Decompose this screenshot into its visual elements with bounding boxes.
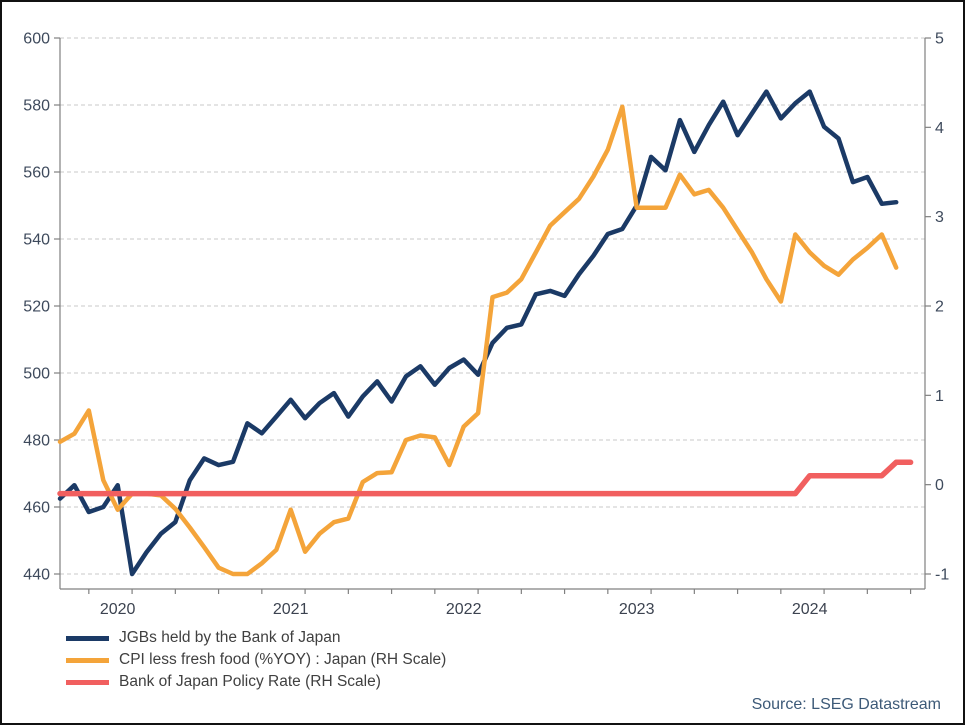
- left-tick-label: 560: [23, 165, 50, 182]
- right-tick-label: 4: [935, 120, 944, 137]
- right-tick-label: -1: [935, 567, 949, 584]
- legend-label-jgb: JGBs held by the Bank of Japan: [119, 629, 341, 646]
- legend-label-policy-rate: Bank of Japan Policy Rate (RH Scale): [119, 673, 381, 690]
- policy-rate-series-line: [57, 459, 914, 497]
- source-credit: Source: LSEG Datastream: [751, 696, 941, 713]
- legend-item-cpi: CPI less fresh food (%YOY) : Japan (RH S…: [66, 651, 447, 668]
- policy-rate-line-swatch: [66, 679, 109, 685]
- x-year-label: 2020: [100, 601, 136, 618]
- x-year-label: 2022: [446, 601, 482, 618]
- left-tick-label: 580: [23, 98, 50, 115]
- jgb-line-swatch: [66, 635, 109, 641]
- jgb-series-line: [57, 89, 899, 577]
- x-year-label: 2021: [273, 601, 309, 618]
- right-tick-label: 0: [935, 477, 944, 494]
- chart-legend: JGBs held by the Bank of Japan CPI less …: [66, 629, 447, 690]
- right-tick-label: 1: [935, 388, 944, 405]
- right-tick-label: 5: [935, 31, 944, 48]
- cpi-series-line: [57, 104, 899, 577]
- legend-item-policy-rate: Bank of Japan Policy Rate (RH Scale): [66, 673, 446, 690]
- left-tick-label: 460: [23, 500, 50, 517]
- legend-item-jgb: JGBs held by the Bank of Japan: [66, 629, 446, 646]
- x-year-label: 2024: [792, 601, 828, 618]
- x-year-label: 2023: [619, 601, 655, 618]
- legend-label-cpi: CPI less fresh food (%YOY) : Japan (RH S…: [119, 651, 447, 668]
- left-tick-label: 440: [23, 567, 50, 584]
- right-tick-label: 2: [935, 299, 944, 316]
- left-tick-label: 480: [23, 433, 50, 450]
- right-tick-label: 3: [935, 209, 944, 226]
- left-tick-label: 520: [23, 299, 50, 316]
- cpi-line-swatch: [66, 657, 109, 663]
- left-tick-label: 540: [23, 232, 50, 249]
- left-tick-label: 500: [23, 366, 50, 383]
- left-tick-label: 600: [23, 31, 50, 48]
